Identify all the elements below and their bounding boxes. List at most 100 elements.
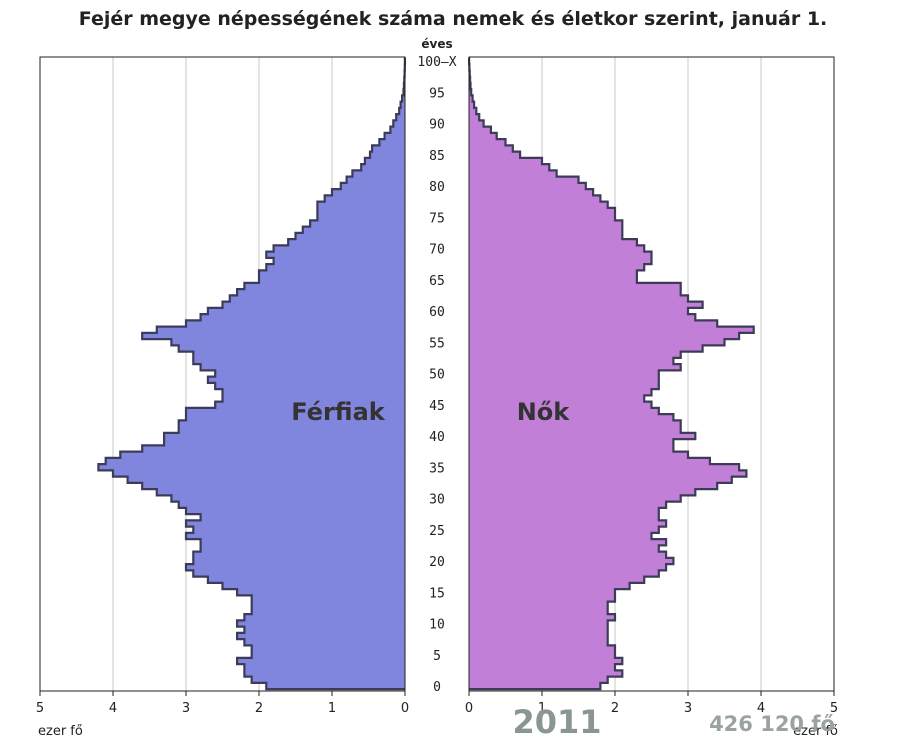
male-bar-age-32 <box>142 482 405 490</box>
female-bar-age-78 <box>469 195 601 203</box>
series-label-male: Férfiak <box>291 398 386 426</box>
female-bar-age-27 <box>469 514 659 521</box>
female-bar-age-8 <box>469 632 608 640</box>
male-bar-age-42 <box>178 420 405 428</box>
female-bar-age-42 <box>469 420 681 428</box>
female-bar-age-53 <box>469 351 681 359</box>
male-bar-age-78 <box>324 195 405 203</box>
male-bar-age-40 <box>164 432 405 440</box>
male-outline <box>97 56 406 691</box>
x-tick-label-male-2: 2 <box>255 701 263 716</box>
male-bar-age-81 <box>346 176 405 184</box>
female-bar-age-48 <box>469 382 659 390</box>
female-bar-age-58 <box>469 320 718 328</box>
female-bar-age-33 <box>469 476 732 484</box>
male-bar-age-30 <box>171 495 405 503</box>
male-bar-age-50 <box>215 370 405 378</box>
male-bar-age-90 <box>393 120 405 128</box>
male-bar-age-91 <box>396 114 405 121</box>
male-bar-age-10 <box>237 620 405 628</box>
age-tick-label-50: 50 <box>429 368 445 383</box>
age-tick-label-90: 90 <box>429 118 445 133</box>
female-bar-age-38 <box>469 445 674 453</box>
female-bar-age-91 <box>469 114 480 121</box>
male-bar-age-1 <box>251 676 405 684</box>
chart-title: Fejér megye népességének száma nemek és … <box>78 8 828 30</box>
male-bar-age-0 <box>266 682 405 690</box>
age-tick-label-5: 5 <box>433 649 441 664</box>
female-bar-age-5 <box>469 651 615 659</box>
female-bar-age-76 <box>469 207 615 215</box>
female-bar-age-84 <box>469 157 542 165</box>
female-bar-age-77 <box>469 201 608 209</box>
female-bar-age-50 <box>469 370 659 378</box>
age-tick-label-75: 75 <box>429 211 445 226</box>
male-bar-age-88 <box>384 132 405 140</box>
male-bar-age-8 <box>237 632 405 640</box>
male-bar-age-13 <box>251 601 405 609</box>
female-bar-age-90 <box>469 120 484 128</box>
female-bar-age-23 <box>469 539 667 546</box>
female-bar-age-6 <box>469 645 615 653</box>
male-bar-age-22 <box>200 545 405 553</box>
male-bar-age-69 <box>266 251 405 259</box>
female-bar-age-47 <box>469 389 652 396</box>
male-bar-age-94 <box>402 95 405 103</box>
female-bar-age-39 <box>469 439 674 446</box>
male-bar-age-62 <box>229 295 405 303</box>
male-bar-age-44 <box>186 407 405 415</box>
female-bar-age-56 <box>469 332 740 340</box>
male-bar-age-70 <box>273 245 405 253</box>
female-bar-age-32 <box>469 482 718 490</box>
age-tick-label-25: 25 <box>429 524 445 539</box>
male-bar-age-71 <box>288 239 405 246</box>
female-bar-age-26 <box>469 520 667 528</box>
x-tick-label-female-2: 2 <box>611 701 619 716</box>
female-bar-age-35 <box>469 464 740 471</box>
female-bar-age-72 <box>469 232 623 240</box>
x-tick-label-male-3: 3 <box>182 701 190 716</box>
male-bar-age-15 <box>237 589 405 596</box>
female-bar-age-24 <box>469 532 652 540</box>
male-plot-frame <box>39 56 406 692</box>
male-bar-age-21 <box>193 551 405 559</box>
male-bar-age-83 <box>361 164 405 171</box>
male-bar-age-23 <box>200 539 405 546</box>
male-bar-age-54 <box>178 345 405 353</box>
male-bar-age-53 <box>193 351 405 359</box>
female-bar-age-81 <box>469 176 579 184</box>
female-bar-age-30 <box>469 495 681 503</box>
male-bar-age-18 <box>193 570 405 578</box>
x-tick-label-female-1: 1 <box>538 701 546 716</box>
x-unit-left: ezer fő <box>38 724 83 739</box>
female-bar-age-25 <box>469 526 659 534</box>
male-bar-age-45 <box>215 401 405 409</box>
male-bar-age-58 <box>186 320 405 328</box>
female-bar-age-22 <box>469 545 659 553</box>
male-bar-age-86 <box>372 145 405 153</box>
x-tick-label-male-1: 1 <box>328 701 336 716</box>
female-bar-age-73 <box>469 226 623 234</box>
female-bar-age-63 <box>469 289 681 296</box>
female-bar-age-74 <box>469 220 623 228</box>
female-bar-age-51 <box>469 364 681 371</box>
female-bar-age-34 <box>469 470 747 478</box>
female-bar-age-88 <box>469 132 497 140</box>
female-bar-age-80 <box>469 182 586 190</box>
female-bar-age-70 <box>469 245 645 253</box>
female-bar-age-12 <box>469 607 608 615</box>
age-tick-label-95: 95 <box>429 86 445 101</box>
female-bar-age-68 <box>469 257 652 265</box>
female-bar-age-2 <box>469 670 623 678</box>
female-bar-age-13 <box>469 601 608 609</box>
male-bar-age-31 <box>156 489 405 496</box>
female-bar-age-29 <box>469 501 667 509</box>
male-bar-age-16 <box>222 582 405 590</box>
female-bar-age-10 <box>469 620 608 628</box>
female-bar-age-46 <box>469 395 645 403</box>
female-bar-age-37 <box>469 451 688 459</box>
male-bar-age-89 <box>390 126 405 134</box>
male-bar-age-64 <box>244 282 405 290</box>
female-bar-age-52 <box>469 357 674 365</box>
female-bar-age-16 <box>469 582 630 590</box>
